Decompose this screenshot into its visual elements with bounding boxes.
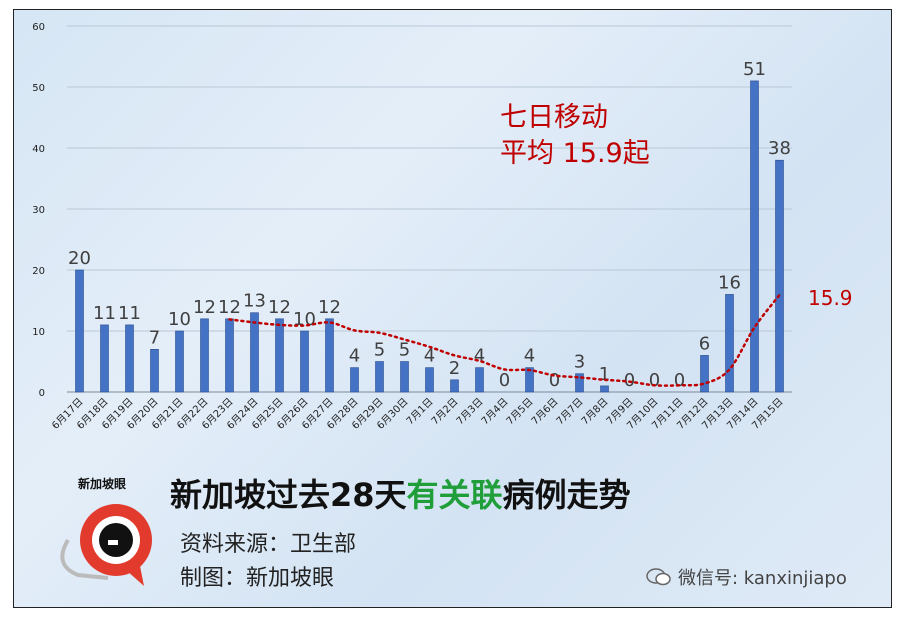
bar xyxy=(75,269,84,393)
x-tick-label: 7月5日 xyxy=(504,396,536,428)
y-tick-label: 30 xyxy=(32,205,45,216)
y-tick-label: 60 xyxy=(32,22,45,33)
bar-value-label: 6 xyxy=(699,333,710,354)
x-tick-label: 7月8日 xyxy=(579,396,611,428)
bar xyxy=(400,361,409,393)
bar xyxy=(150,348,159,393)
bar xyxy=(700,355,709,393)
bar xyxy=(100,324,109,393)
x-axis: 6月17日6月18日6月19日6月20日6月21日6月22日6月23日6月24日… xyxy=(49,396,785,432)
moving-average-end-label: 15.9 xyxy=(808,286,853,310)
source-note: 资料来源：卫生部 xyxy=(180,532,357,557)
x-tick-label: 7月1日 xyxy=(404,396,436,428)
logo-pin-tail xyxy=(126,566,144,586)
logo-text: 新加坡眼 xyxy=(78,476,126,491)
y-tick-label: 0 xyxy=(39,388,45,399)
bar-value-label: 7 xyxy=(149,327,160,348)
bar xyxy=(750,80,759,393)
bar xyxy=(125,324,134,393)
x-tick-label: 7月3日 xyxy=(454,396,486,428)
bar xyxy=(450,379,459,393)
chart-frame xyxy=(13,9,892,608)
bar xyxy=(775,159,784,393)
wechat-icon xyxy=(646,568,671,586)
grid-lines xyxy=(67,25,792,393)
bar-value-label: 51 xyxy=(743,59,766,80)
title-part1: 新加坡过去28天 xyxy=(170,476,407,514)
bar-value-label: 0 xyxy=(649,370,660,391)
bar-value-label: 12 xyxy=(193,297,216,318)
wechat-text: 微信号: kanxinjiapo xyxy=(678,568,847,589)
annotation-line1: 七日移动 xyxy=(500,102,608,133)
annotation-line2: 平均 15.9起 xyxy=(500,138,650,169)
logo-swoosh xyxy=(60,538,109,580)
bar-value-label: 4 xyxy=(349,346,360,367)
bar-value-label: 0 xyxy=(674,370,685,391)
bar-value-label: 0 xyxy=(499,370,510,391)
bar xyxy=(350,367,359,393)
title-part2: 病例走势 xyxy=(502,476,631,514)
logo-highlight xyxy=(108,540,118,545)
title-highlight: 有关联 xyxy=(406,476,503,514)
bar-value-label: 2 xyxy=(449,358,460,379)
wechat-id: 微信号: kanxinjiapo xyxy=(646,564,847,590)
bar xyxy=(575,373,584,393)
bar-value-label: 12 xyxy=(218,297,241,318)
bar-value-label: 13 xyxy=(243,291,266,312)
bar xyxy=(225,318,234,393)
y-tick-label: 20 xyxy=(32,266,45,277)
bar xyxy=(250,312,259,393)
bar-value-label: 0 xyxy=(549,370,560,391)
bar-value-label: 11 xyxy=(118,303,141,324)
x-tick-label: 7月7日 xyxy=(554,396,586,428)
moving-average-annotation: 七日移动 平均 15.9起 xyxy=(500,100,650,172)
bar-value-label: 20 xyxy=(68,248,91,269)
y-tick-label: 50 xyxy=(32,83,45,94)
bar-value-label: 4 xyxy=(424,346,435,367)
bar xyxy=(175,330,184,393)
moving-average-line xyxy=(228,293,781,387)
page-title: 新加坡过去28天有关联病例走势 xyxy=(170,470,631,516)
bar-value-label: 5 xyxy=(374,340,385,361)
bar xyxy=(475,367,484,393)
y-tick-label: 10 xyxy=(32,327,45,338)
bar-value-label: 4 xyxy=(474,346,485,367)
bar xyxy=(425,367,434,393)
bar xyxy=(200,318,209,393)
bar xyxy=(275,318,284,393)
bar-value-label: 5 xyxy=(399,340,410,361)
bar-value-label: 10 xyxy=(168,309,191,330)
brand-logo: 新加坡眼 xyxy=(60,476,152,586)
bar xyxy=(725,294,734,393)
bar xyxy=(600,385,609,393)
x-tick-label: 7月4日 xyxy=(479,396,511,428)
x-tick-label: 7月2日 xyxy=(429,396,461,428)
bar xyxy=(300,330,309,393)
bar-value-label: 12 xyxy=(268,297,291,318)
y-tick-label: 40 xyxy=(32,144,45,155)
bar-value-label: 16 xyxy=(718,272,741,293)
y-axis: 0 10 20 30 40 50 60 xyxy=(32,22,45,399)
bar xyxy=(325,318,334,393)
bar-value-label: 12 xyxy=(318,297,341,318)
maker-note: 制图：新加坡眼 xyxy=(180,566,335,591)
bar-value-label: 11 xyxy=(93,303,116,324)
bar-value-label: 38 xyxy=(768,138,791,159)
bar-value-label: 4 xyxy=(524,346,535,367)
bar-value-label: 3 xyxy=(574,352,585,373)
bars xyxy=(75,80,784,393)
bar xyxy=(375,361,384,393)
x-tick-label: 7月6日 xyxy=(529,396,561,428)
bar-value-label: 1 xyxy=(599,364,610,385)
bar xyxy=(525,367,534,393)
